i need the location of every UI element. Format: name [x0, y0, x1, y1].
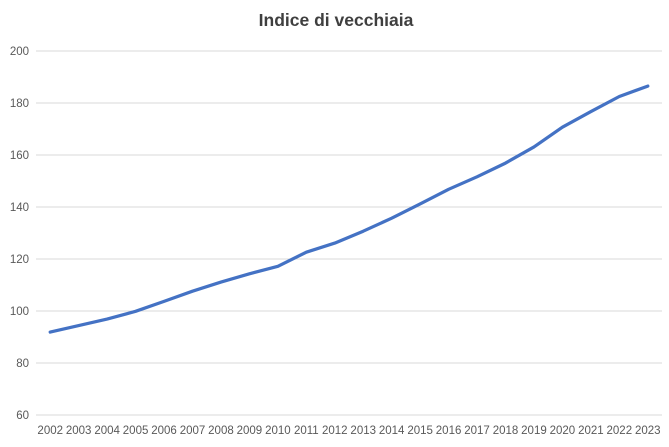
x-tick-label: 2020 — [550, 425, 576, 437]
x-tick-label: 2002 — [37, 425, 63, 437]
y-tick-label: 60 — [16, 410, 29, 422]
y-tick-label: 180 — [10, 98, 29, 110]
y-tick-label: 100 — [10, 306, 29, 318]
y-tick-label: 120 — [10, 254, 29, 266]
x-tick-label: 2010 — [265, 425, 291, 437]
y-tick-label: 200 — [10, 46, 29, 58]
x-tick-label: 2022 — [607, 425, 633, 437]
x-tick-label: 2011 — [294, 425, 319, 437]
x-tick-label: 2018 — [493, 425, 519, 437]
series-line-indice-di-vecchiaia — [48, 84, 650, 334]
x-tick-label: 2014 — [379, 425, 405, 437]
x-tick-label: 2007 — [180, 425, 206, 437]
x-tick-label: 2021 — [578, 425, 604, 437]
x-tick-label: 2012 — [322, 425, 348, 437]
x-tick-label: 2017 — [464, 425, 490, 437]
x-tick-label: 2016 — [436, 425, 462, 437]
x-tick-label: 2004 — [94, 425, 120, 437]
y-tick-label: 140 — [10, 202, 29, 214]
x-tick-label: 2015 — [407, 425, 433, 437]
y-tick-label: 160 — [10, 150, 29, 162]
x-tick-label: 2006 — [151, 425, 177, 437]
x-tick-label: 2003 — [66, 425, 92, 437]
x-axis-labels: 2002 2003 2004 2005 2006 2007 2008 2009 2010 2011… — [37, 425, 660, 437]
y-tick-label: 80 — [16, 358, 29, 370]
x-tick-label: 2019 — [521, 425, 547, 437]
chart-title: Indice di vecchiaia — [259, 10, 414, 30]
x-tick-label: 2023 — [635, 425, 661, 437]
x-tick-label: 2013 — [350, 425, 376, 437]
x-tick-label: 2008 — [208, 425, 234, 437]
y-axis-labels: 60 80 100 120 140 160 180 200 — [10, 46, 29, 422]
x-tick-label: 2009 — [237, 425, 263, 437]
gridlines — [36, 50, 662, 416]
x-tick-label: 2005 — [123, 425, 149, 437]
